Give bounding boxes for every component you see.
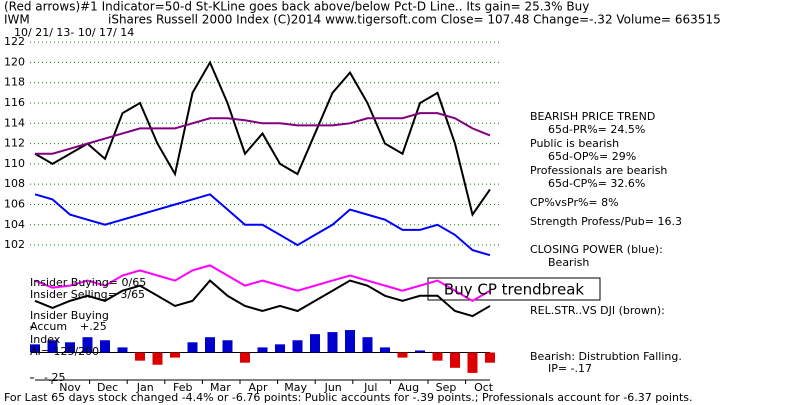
annotation: Accum xyxy=(30,320,67,333)
x-tick-label: Feb xyxy=(173,381,192,394)
annotation: Bearish xyxy=(548,256,589,269)
series-line xyxy=(34,279,491,318)
annotation: Insider Selling= 3/65 xyxy=(30,288,145,301)
title: (Red arrows)#1 Indicator=50-d St-KLine g… xyxy=(4,0,589,14)
y-tick-label: 120 xyxy=(4,55,25,68)
accum-bar xyxy=(345,330,355,353)
date-range: 10/ 21/ 13- 10/ 17/ 14 xyxy=(14,26,134,39)
symbol: IWM xyxy=(4,13,30,27)
annotation: Index xyxy=(30,333,61,346)
callout-text: Buy CP trendbreak xyxy=(444,281,584,299)
accum-bar xyxy=(240,352,250,363)
annotation: IP= -.17 xyxy=(548,362,592,375)
annotation: CLOSING POWER (blue): xyxy=(530,243,663,256)
accum-bar xyxy=(450,352,460,368)
annotation: Public is bearish xyxy=(530,137,619,150)
y-tick-label: 102 xyxy=(4,238,25,251)
x-tick-label: Dec xyxy=(97,381,118,394)
accum-bar xyxy=(30,344,40,353)
annotation: Insider Buying xyxy=(30,309,109,322)
y-tick-label: 114 xyxy=(4,116,25,129)
accum-bar xyxy=(275,344,285,353)
accum-bar xyxy=(100,340,110,353)
footer: For Last 65 days stock changed -4.4% or … xyxy=(4,391,692,404)
accum-bar xyxy=(292,340,303,353)
accum-bar xyxy=(222,340,233,353)
x-tick-label: Jun xyxy=(324,381,342,394)
accum-bar xyxy=(380,347,390,353)
accum-bar xyxy=(327,332,338,353)
annotation: Bearish: Distrubtion Falling. xyxy=(530,350,682,363)
y-tick-label: 110 xyxy=(4,157,25,170)
accum-bar xyxy=(397,352,408,358)
accum-bar xyxy=(47,340,58,353)
annotation: 65d-OP%= 29% xyxy=(548,150,636,163)
accum-bar xyxy=(152,352,163,365)
accum-bar xyxy=(257,347,268,353)
x-tick-label: Oct xyxy=(474,381,494,394)
annotation: 65d-PR%= 24.5% xyxy=(548,123,645,136)
series-line xyxy=(34,193,491,257)
x-tick-label: Aug xyxy=(398,381,419,394)
y-tick-label: 108 xyxy=(4,177,25,190)
y-tick-label: 112 xyxy=(4,137,25,150)
accum-bar xyxy=(467,352,478,373)
x-tick-label: May xyxy=(284,381,307,394)
x-tick-label: Nov xyxy=(59,381,81,394)
y-tick-label: +.25 xyxy=(80,320,107,333)
series-line xyxy=(34,60,491,218)
accum-bar xyxy=(117,347,128,353)
series-line xyxy=(34,264,491,303)
x-tick-label: Apr xyxy=(248,381,268,394)
x-tick-label: Jan xyxy=(136,381,154,394)
accum-bar xyxy=(82,337,93,353)
y-tick-label: 122 xyxy=(4,35,25,48)
accum-bar xyxy=(310,334,320,353)
accum-bar xyxy=(485,352,495,363)
subtitle: iShares Russell 2000 Index (C)2014 www.t… xyxy=(108,13,721,27)
accum-bar xyxy=(432,352,443,361)
annotation: Professionals are bearish xyxy=(530,164,667,177)
annotation: REL.STR..VS DJI (brown): xyxy=(530,304,665,317)
accum-bar xyxy=(135,352,145,361)
y-tick-label: -.25 xyxy=(44,371,65,384)
series-line xyxy=(35,112,491,155)
annotation: Strength Profess/Pub= 16.3 xyxy=(530,215,682,228)
x-tick-label: Jul xyxy=(363,381,377,394)
accum-bar xyxy=(415,350,425,353)
accum-bar xyxy=(170,352,180,358)
y-tick-label: 118 xyxy=(4,76,25,89)
annotation: BEARISH PRICE TREND xyxy=(530,110,655,123)
accum-bar xyxy=(65,342,75,353)
x-tick-label: Sep xyxy=(436,381,457,394)
annotation: 65d-CP%= 32.6% xyxy=(548,177,645,190)
accum-bar xyxy=(362,337,373,353)
y-tick-label: 104 xyxy=(4,218,25,231)
annotation: CP%vsPr%= 8% xyxy=(530,196,619,209)
x-tick-label: Mar xyxy=(210,381,231,394)
callout-box xyxy=(427,277,601,301)
accum-bar xyxy=(205,337,215,353)
annotation: Insider Buying= 0/65 xyxy=(30,276,146,289)
y-tick-label: 106 xyxy=(4,197,25,210)
y-tick-label: 116 xyxy=(4,96,25,109)
annotation: AI= 125/200 xyxy=(30,345,99,358)
accum-bar xyxy=(187,342,198,353)
